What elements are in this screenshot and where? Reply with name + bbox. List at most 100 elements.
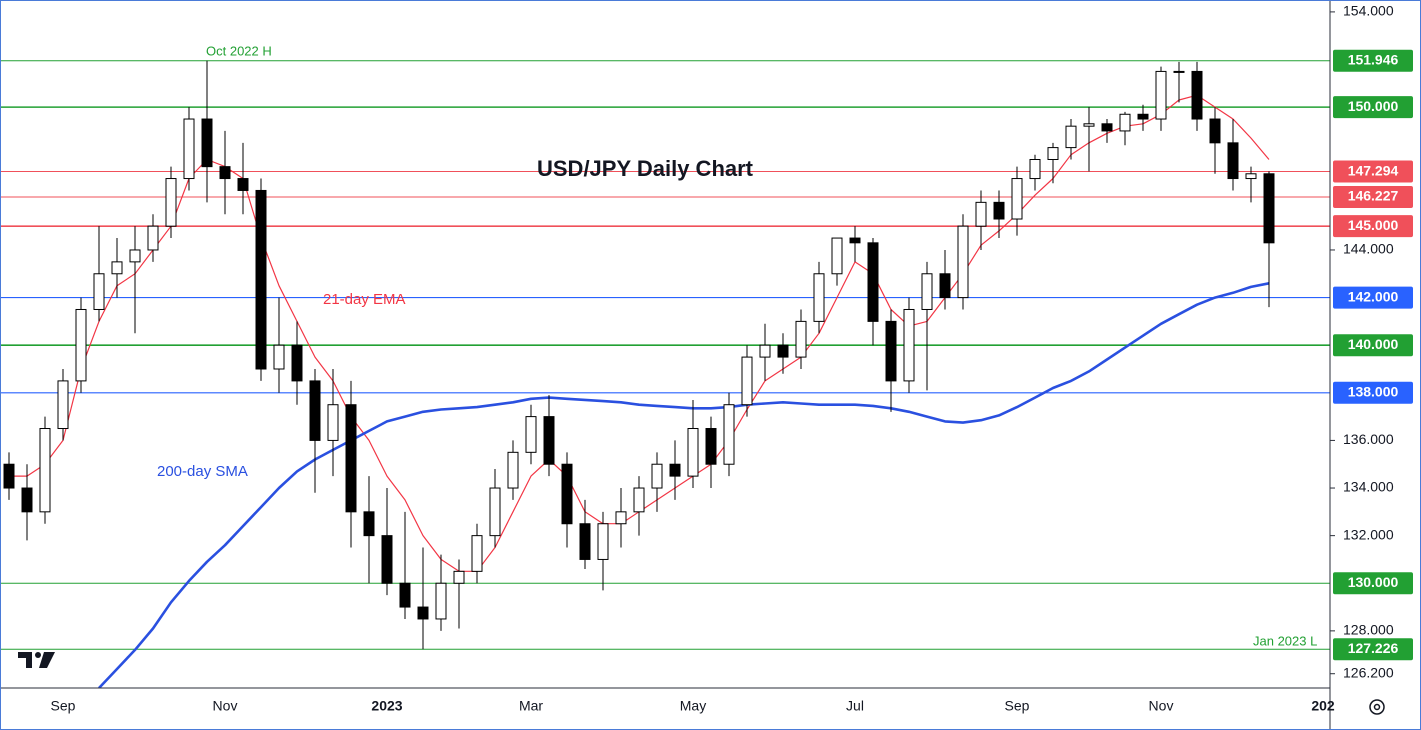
indicator-line [98,282,1270,688]
candle-body [867,242,879,322]
candle-body [435,582,447,620]
candle-body [1065,125,1077,149]
candle-body [1155,70,1167,120]
level-label: 140.000 [1348,336,1399,352]
level-pill [1333,572,1413,595]
candle-body [939,273,951,299]
y-tick-label: 126.200 [1343,664,1394,680]
candle-body [1047,147,1059,161]
candle-body [75,308,87,382]
line-label: 21-day EMA [323,291,406,308]
y-tick-label: 154.000 [1343,3,1394,19]
candle-body [417,606,429,620]
candle-body [669,463,681,477]
x-tick-label: 2023 [371,698,402,714]
level-label: 127.226 [1348,640,1399,656]
candle-body [615,511,627,525]
level-label: 130.000 [1348,574,1399,590]
annotation: Jan 2023 L [1253,633,1317,648]
candle-body [309,380,321,441]
candle-body [543,416,555,465]
candle-body [813,273,825,322]
candle-body [777,344,789,358]
candle-body [165,178,177,227]
level-label: 142.000 [1348,288,1399,304]
level-pill [1333,334,1413,357]
candle-body [129,249,141,263]
candle-body [327,404,339,441]
y-tick-label: 144.000 [1343,241,1394,257]
candle-body [57,380,69,430]
candle-body [525,416,537,453]
logo [18,652,55,668]
candle-body [237,178,249,191]
x-tick-label: 202 [1311,698,1335,714]
level-label: 147.294 [1348,162,1399,178]
candle-body [219,166,231,180]
candle-body [1101,123,1113,132]
candle-body [993,201,1005,220]
level-pill [1333,286,1413,309]
settings-icon[interactable] [1369,699,1385,715]
annotation: Oct 2022 H [206,43,272,58]
x-tick-label: Sep [1005,698,1030,714]
level-pill [1333,96,1413,119]
candle-body [561,463,573,525]
level-pill [1333,381,1413,404]
candle-body [975,201,987,227]
candle-body [489,487,501,537]
level-pill [1333,638,1413,661]
candle-body [453,570,465,584]
chart-title: USD/JPY Daily Chart [537,156,754,181]
level-label: 150.000 [1348,98,1399,114]
candle-body [885,320,897,382]
x-tick-label: May [680,698,706,714]
candle-body [723,404,735,465]
candle-body [345,404,357,513]
candle-body [1119,113,1131,132]
candle-body [1209,118,1221,144]
candle-body [849,237,861,244]
plot-area [0,60,1330,688]
y-tick-label: 136.000 [1343,431,1394,447]
candle-body [1263,173,1275,244]
candle-body [291,344,303,382]
axes: 154.000 144.000 136.000 134.000 132.000 128.0… [51,3,1413,714]
candle-body [201,118,213,168]
candle-body [111,261,123,275]
y-tick-label: 128.000 [1343,622,1394,638]
level-pill [1333,215,1413,238]
candle-body [1227,142,1239,180]
candle-body [255,189,267,370]
candle-body [597,523,609,560]
level-label: 138.000 [1348,384,1399,400]
candle-body [381,535,393,584]
candle-body [3,463,15,489]
candle-body [651,463,663,489]
candle-body [471,535,483,572]
candle-body [1137,113,1149,120]
candle-body [903,308,915,382]
level-pill [1333,49,1413,72]
candle-body [705,428,717,465]
candle-body [759,344,771,358]
candle-body [1011,178,1023,220]
candle-body [831,237,843,275]
candle-body [957,225,969,299]
candle-body [795,320,807,358]
candle-body [1245,173,1257,180]
candle-body [147,225,159,251]
x-tick-label: Mar [519,698,543,714]
candle-body [399,582,411,608]
candle-body [579,523,591,560]
candle-body [1173,70,1185,73]
x-tick-label: Nov [213,698,238,714]
level-pill [1333,185,1413,208]
candle-body [273,344,285,370]
candle-body [687,428,699,477]
candle-body [183,118,195,180]
y-tick-label: 134.000 [1343,479,1394,495]
x-tick-label: Nov [1149,698,1174,714]
